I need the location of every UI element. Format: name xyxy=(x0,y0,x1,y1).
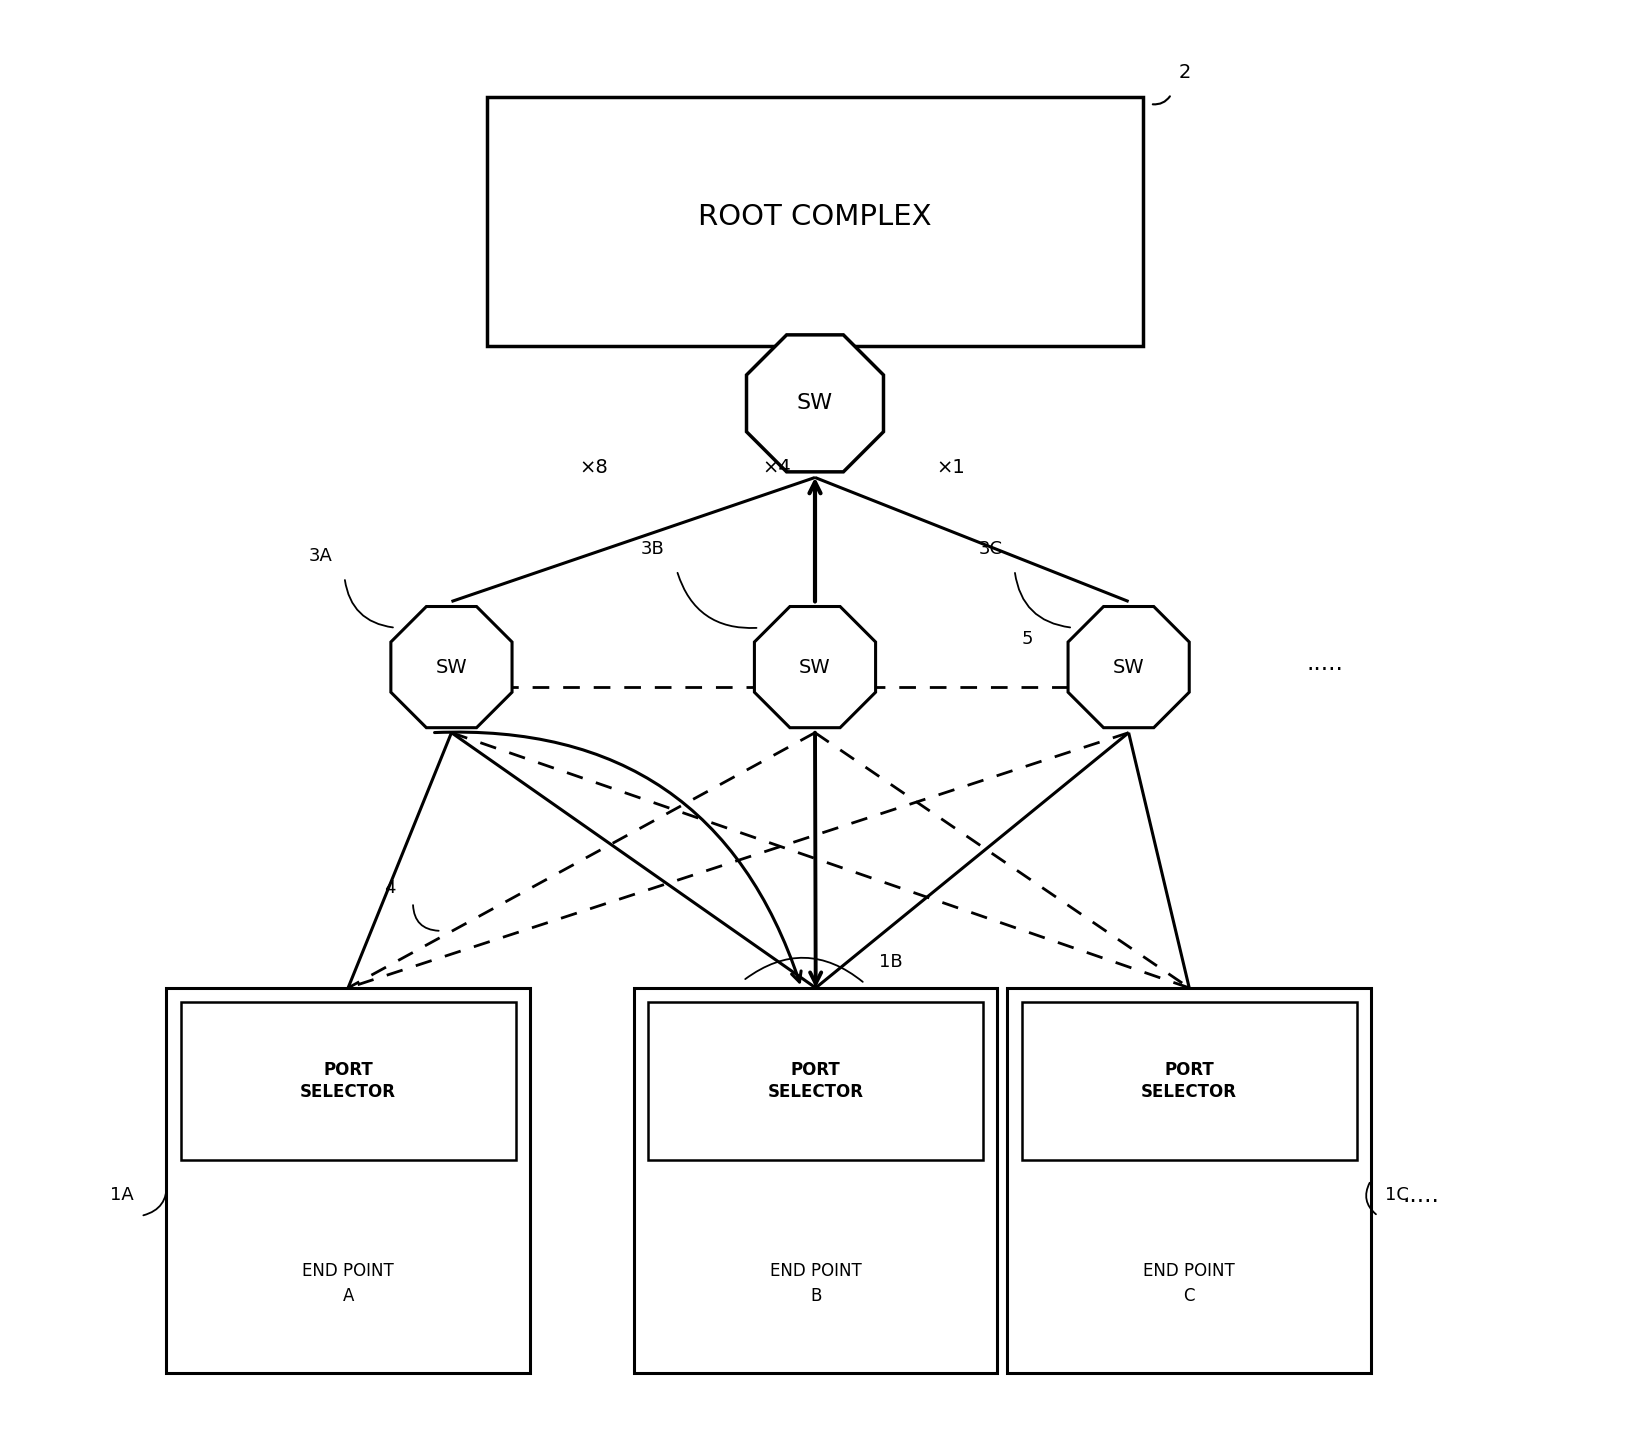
Text: 3A: 3A xyxy=(310,546,333,565)
Text: 3B: 3B xyxy=(641,539,665,558)
Text: .....: ..... xyxy=(1307,651,1343,675)
Bar xyxy=(649,1002,983,1160)
Bar xyxy=(166,988,530,1372)
Bar xyxy=(1022,1002,1356,1160)
Text: SW: SW xyxy=(797,393,833,413)
Bar xyxy=(181,1002,515,1160)
Bar xyxy=(1007,988,1371,1372)
Polygon shape xyxy=(391,607,512,727)
FancyArrowPatch shape xyxy=(435,733,800,982)
Text: ×4: ×4 xyxy=(763,457,791,478)
Text: ROOT COMPLEX: ROOT COMPLEX xyxy=(698,202,932,231)
Text: 5: 5 xyxy=(1022,630,1033,648)
Text: ×8: ×8 xyxy=(580,457,608,478)
Text: SW: SW xyxy=(1113,658,1144,677)
Polygon shape xyxy=(747,336,883,472)
Text: 2: 2 xyxy=(1178,63,1192,82)
Text: 1A: 1A xyxy=(109,1186,134,1203)
Text: END POINT
B: END POINT B xyxy=(769,1262,862,1305)
Bar xyxy=(487,98,1143,347)
Text: .....: ..... xyxy=(1402,1183,1439,1206)
Polygon shape xyxy=(1068,607,1190,727)
Text: PORT
SELECTOR: PORT SELECTOR xyxy=(300,1061,396,1101)
Text: SW: SW xyxy=(799,658,831,677)
Text: ×1: ×1 xyxy=(936,457,965,478)
Text: END POINT
C: END POINT C xyxy=(1143,1262,1236,1305)
Text: PORT
SELECTOR: PORT SELECTOR xyxy=(768,1061,864,1101)
Text: PORT
SELECTOR: PORT SELECTOR xyxy=(1141,1061,1237,1101)
Text: 1B: 1B xyxy=(879,954,903,971)
Text: 4: 4 xyxy=(385,879,396,898)
Text: END POINT
A: END POINT A xyxy=(302,1262,394,1305)
Text: 1C: 1C xyxy=(1386,1186,1410,1203)
Polygon shape xyxy=(755,607,875,727)
Bar xyxy=(634,988,998,1372)
Text: 3C: 3C xyxy=(980,539,1002,558)
Text: SW: SW xyxy=(435,658,468,677)
